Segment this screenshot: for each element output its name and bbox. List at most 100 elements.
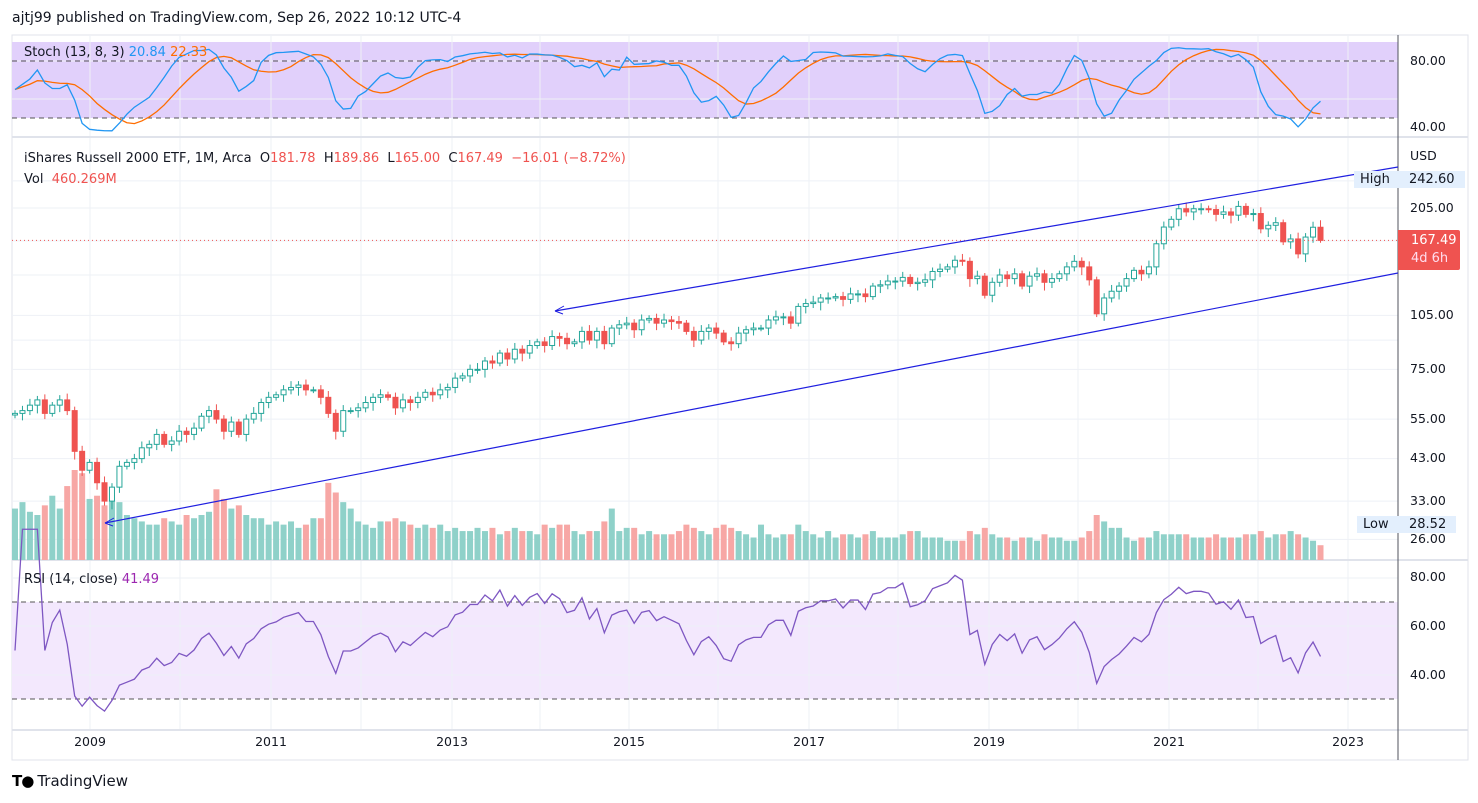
stoch-k-line [14, 47, 1321, 132]
candle-up [347, 410, 354, 413]
volume-bar [869, 531, 876, 560]
candle-down [556, 336, 563, 339]
candle-up [869, 285, 876, 298]
candle-down [1183, 208, 1190, 213]
candle-down [907, 276, 914, 285]
candle-down [407, 399, 414, 404]
candle-down [653, 317, 660, 324]
volume-bar [332, 492, 339, 560]
candle-down [317, 389, 324, 398]
volume-bar [131, 518, 138, 560]
stoch-d-value: 22.33 [170, 45, 208, 60]
volume-bar [922, 537, 929, 560]
volume-bar [1175, 534, 1182, 560]
volume-bar [1272, 534, 1279, 560]
symbol-name[interactable]: iShares Russell 2000 ETF, 1M, Arca [24, 151, 252, 166]
tradingview-logo[interactable]: T● TradingView [12, 772, 128, 790]
volume-bar [1101, 521, 1108, 560]
volume-bar [1242, 534, 1249, 560]
candle-up [399, 399, 406, 409]
candle-up [914, 281, 921, 285]
volume-bar [183, 515, 190, 560]
candle-up [922, 279, 929, 283]
volume-bar [444, 531, 451, 560]
volume-bar [1295, 534, 1302, 560]
stoch-band [12, 42, 1398, 118]
volume-bar [295, 527, 302, 560]
volume-bar [608, 508, 615, 560]
candle-up [474, 368, 481, 371]
volume-bar [1011, 540, 1018, 560]
volume-bar [795, 524, 802, 560]
candle-up [884, 280, 891, 286]
candle-up [705, 327, 712, 332]
volume-bar [1108, 527, 1115, 560]
volume-bar [86, 498, 93, 560]
candle-up [1011, 273, 1018, 280]
last-price: 167.49 [1411, 233, 1457, 248]
volume-bar [1131, 540, 1137, 560]
candle-down [1138, 269, 1145, 275]
volume-bar [1041, 534, 1048, 560]
volume-bar [862, 534, 869, 560]
volume-bar [56, 508, 63, 560]
candle-down [161, 433, 168, 445]
volume-bar [1317, 545, 1324, 560]
candle-up [49, 404, 56, 414]
candle-up [1056, 273, 1063, 280]
published-header: ajtj99 published on TradingView.com, Sep… [12, 10, 462, 26]
volume-label: Vol [24, 172, 44, 187]
change-value: −16.01 (−8.72%) [511, 151, 626, 166]
currency-label: USD [1410, 148, 1437, 163]
candle-down [94, 461, 101, 484]
volume-bar [825, 531, 832, 560]
candle-down [183, 430, 190, 435]
candle-up [623, 322, 630, 326]
candle-up [937, 268, 944, 272]
volume-bar [138, 521, 145, 560]
volume-bar [504, 531, 511, 560]
candle-up [758, 327, 764, 330]
candle-up [295, 384, 302, 388]
candle-down [235, 421, 242, 435]
volume-bar [549, 527, 556, 560]
candle-down [981, 275, 988, 296]
rsi-axis-60: 60.00 [1410, 618, 1446, 633]
volume-bar [1138, 537, 1145, 560]
candle-up [549, 336, 556, 347]
candle-up [646, 317, 653, 321]
candle-down [1227, 211, 1234, 216]
candle-up [765, 319, 772, 329]
volume-bar [49, 495, 56, 560]
volume-bar [1004, 537, 1011, 560]
volume-bar [437, 524, 444, 560]
candle-up [1116, 285, 1123, 292]
volume-bar [728, 527, 735, 560]
volume-bar [407, 524, 414, 560]
chart-frame [11, 34, 1469, 761]
volume-bar [989, 534, 996, 560]
candle-up [877, 284, 884, 287]
high-value: 189.86 [333, 151, 380, 166]
volume-bar [452, 527, 459, 560]
candle-down [64, 399, 71, 412]
rsi-band [12, 602, 1398, 699]
volume-legend: Vol 460.269M [24, 172, 117, 187]
volume-bar [41, 505, 48, 560]
volume-bar [250, 518, 257, 560]
candle-up [452, 377, 459, 388]
volume-bar [765, 534, 772, 560]
candle-up [772, 316, 779, 321]
volume-bar [914, 531, 921, 560]
candle-up [1131, 269, 1137, 280]
candle-down [325, 396, 332, 414]
volume-bar [638, 534, 645, 560]
stoch-label: Stoch (13, 8, 3) [24, 45, 125, 60]
price-tick: 205.00 [1410, 200, 1454, 215]
volume-bar [459, 531, 466, 560]
volume-bar [899, 534, 906, 560]
candle-up [108, 486, 115, 502]
volume-bar [1145, 537, 1152, 560]
